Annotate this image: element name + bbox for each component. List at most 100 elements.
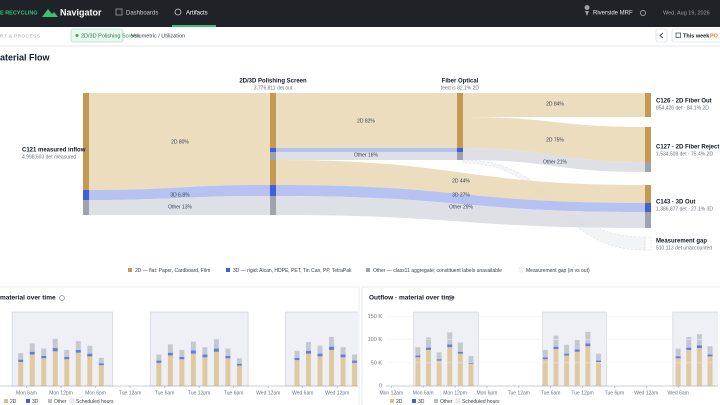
node-bar [270,152,276,160]
node-label: C127 · 2D Fiber Reject Out [656,145,720,151]
bar-segment [425,337,431,348]
site[interactable]: Riverside MRF [593,11,633,17]
bar-segment [64,359,70,386]
x-tick-label: Tue 12am [119,390,141,396]
bar-segment [52,338,58,349]
bar-segment [686,336,692,348]
flow [276,93,457,148]
nav-icon [174,8,182,16]
chart: material over time Mon 6am Mon 12pm Mon 6pm… [0,295,358,405]
x-tick-label: Tue 6am [155,390,175,396]
link-label: 2D 82% [357,118,375,124]
node-detail: 510,113 det unaccounted [656,245,712,251]
bar-segment [468,363,474,386]
legend-swatch [69,398,75,404]
legend-swatch [128,268,132,272]
bar-segment [553,346,559,349]
node-label: 2D/3D Polishing Screen [239,79,307,85]
plot [11,311,358,387]
node-bar [645,162,651,172]
bar-segment [18,359,24,362]
legend-swatch [226,268,230,272]
x-tick-label: Mon 6pm [477,390,498,396]
bar-segment [202,357,208,386]
node-detail: 4,998,603 det measured [22,154,76,160]
node-detail: feed is 82.1% 2D [441,85,479,91]
scheduled-window [149,311,249,387]
prev-button[interactable] [655,28,668,43]
bar-segment [156,362,162,386]
logo: E RECYCLING [0,10,38,16]
legend-label: 3D [32,399,39,405]
x-tick-label: Wed 12am [256,390,280,396]
node-bar [645,203,651,212]
bar-segment [415,355,421,358]
bar-segment [29,354,35,386]
x-tick-label: Mon 12pm [49,390,73,396]
flow [89,185,270,200]
bar-segment [686,349,692,386]
node-bar [270,196,276,215]
settings-icon[interactable] [640,10,646,16]
legend-swatch [390,399,394,403]
link-label: 3D 27% [452,192,470,198]
link-label: Other 29% [449,204,473,210]
node-label: C143 · 3D Out [656,200,695,206]
bar-segment [75,349,81,353]
legend-swatch [455,398,461,404]
legend-swatch [26,399,30,403]
tab[interactable]: Volumetric / Utilization [131,33,185,39]
bar-segment [425,349,431,386]
node-label: Measurement gap [656,239,707,245]
legend-swatch [518,267,524,273]
x-tick-label: Wed 6am [292,390,313,396]
legend-swatch [48,399,52,403]
bar-segment [574,351,580,386]
node-bar [270,185,276,196]
node-bar [645,185,651,203]
bar-segment [415,347,421,356]
bar-segment [306,353,312,386]
bar-segment [87,353,93,357]
x-tick-label: Tue 6am [541,390,561,396]
nav-item[interactable]: Dashboards [126,11,158,17]
y-tick-label: 150 K [368,314,383,320]
range-button[interactable] [671,28,720,43]
date: Wed, Aug 19, 2026 [663,10,710,16]
bar-segment [595,360,601,362]
bar-segment [457,342,463,352]
bar-segment [436,352,442,360]
bar-segment [225,355,231,359]
legend-label: 2D [396,399,403,405]
bar-segment [675,348,681,357]
bar-segment [18,353,24,360]
link-label: 2D 44% [452,178,470,184]
nav-item-active[interactable]: Artifacts [186,11,208,17]
gap-node [644,236,652,251]
bar-segment [75,352,81,386]
node-label: C121 measured inflow [22,148,86,154]
bar-segment [294,357,300,361]
bar-segment [564,344,570,354]
bar-segment [329,349,335,386]
bar-segment [317,356,323,386]
node-label: Fiber Optical [442,79,479,85]
info-icon [448,295,454,301]
bar-segment [98,363,104,366]
tab-active[interactable] [70,28,124,43]
bar-segment [64,356,70,360]
node-bar [645,212,651,228]
bar-segment [52,351,58,386]
node-bar [270,160,276,185]
bar-segment [179,349,185,357]
flow [276,196,645,228]
bar-segment [41,358,47,386]
bar-segment [457,353,463,386]
app-name: Navigator [60,7,102,17]
legend-swatch [4,399,8,403]
bar-segment [707,346,713,355]
node-bar [457,152,463,160]
tab-label: 2D/3D Polishing Screen [81,33,139,39]
bar-segment [340,354,346,358]
